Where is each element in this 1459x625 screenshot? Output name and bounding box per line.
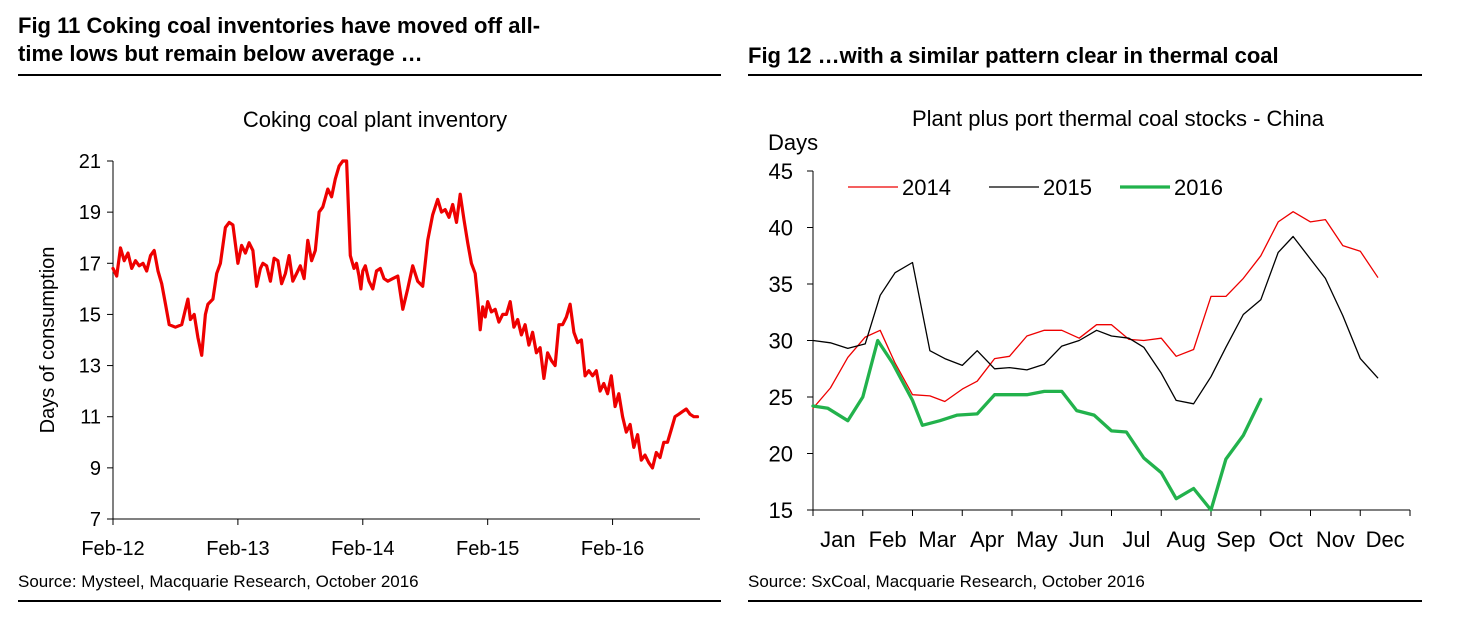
series-line-inventory (111, 159, 700, 470)
x-tick-label: Aug (1167, 527, 1206, 552)
footer-rule (748, 600, 1422, 602)
y-tick-label: 20 (769, 442, 793, 467)
x-tick-label: Jul (1122, 527, 1150, 552)
y-tick-label: 11 (80, 407, 101, 429)
title-rule (18, 74, 721, 76)
x-tick-label: Sep (1216, 527, 1255, 552)
series-line-2014 (812, 211, 1379, 409)
y-tick-label: 15 (79, 304, 101, 326)
figure-12-panel: Fig 12 …with a similar pattern clear in … (748, 0, 1459, 625)
y-tick-label: 9 (90, 458, 101, 480)
x-tick-label: Apr (970, 527, 1004, 552)
y-tick-label: 19 (79, 202, 101, 224)
x-tick-label: Feb (869, 527, 907, 552)
series-line-2015 (812, 235, 1379, 405)
y-tick-label: 17 (79, 253, 101, 275)
x-tick-label: Oct (1269, 527, 1303, 552)
x-tick-label: Mar (918, 527, 956, 552)
x-tick-label: Feb-12 (81, 538, 144, 560)
figure-11-source: Source: Mysteel, Macquarie Research, Oct… (18, 572, 419, 591)
x-tick-label: Dec (1366, 527, 1405, 552)
y-tick-label: 40 (769, 216, 793, 241)
legend-label-2016: 2016 (1174, 175, 1223, 200)
x-tick-label: Jan (820, 527, 855, 552)
y-tick-label: 35 (769, 272, 793, 297)
x-tick-label: May (1016, 527, 1058, 552)
y-tick-label: 21 (79, 151, 101, 173)
figure-12-source: Source: SxCoal, Macquarie Research, Octo… (748, 572, 1145, 591)
figure-12-title: Fig 12 …with a similar pattern clear in … (748, 43, 1279, 68)
y-tick-label: 13 (79, 356, 101, 378)
figure-11-title: Fig 11 Coking coal inventories have move… (18, 13, 541, 66)
thermal-coal-chart: Plant plus port thermal coal stocks - Ch… (768, 106, 1411, 552)
x-tick-label: Feb-15 (456, 538, 519, 560)
y-axis-label: Days of consumption (37, 247, 59, 434)
series-line-2016 (811, 338, 1263, 512)
y-axis-label: Days (768, 130, 818, 155)
legend-label-2015: 2015 (1043, 175, 1092, 200)
x-tick-label: Jun (1069, 527, 1104, 552)
y-tick-label: 7 (90, 509, 101, 531)
y-tick-label: 15 (769, 498, 793, 523)
y-tick-label: 30 (769, 329, 793, 354)
coking-coal-chart: Coking coal plant inventory 7 9 11 13 15 17 19 2… (37, 107, 700, 560)
chart-title: Plant plus port thermal coal stocks - Ch… (912, 106, 1325, 131)
footer-rule (18, 600, 721, 602)
x-tick-label: Feb-16 (581, 538, 644, 560)
x-tick-label: Feb-13 (206, 538, 269, 560)
title-rule (748, 74, 1422, 76)
y-tick-label: 45 (769, 159, 793, 184)
chart-title: Coking coal plant inventory (243, 107, 507, 132)
x-tick-label: Nov (1316, 527, 1355, 552)
legend-label-2014: 2014 (902, 175, 951, 200)
x-tick-label: Feb-14 (331, 538, 394, 560)
figure-11-panel: Fig 11 Coking coal inventories have move… (0, 0, 725, 625)
y-tick-label: 25 (769, 385, 793, 410)
